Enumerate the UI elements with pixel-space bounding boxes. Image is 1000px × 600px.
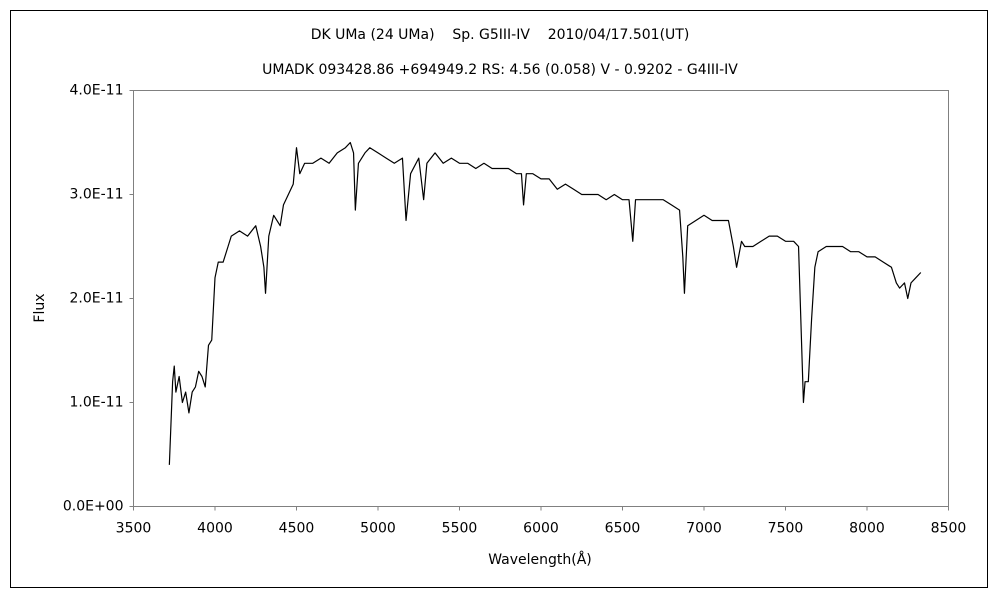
x-axis-label: Wavelength(Å) (488, 551, 592, 568)
y-tick-label: 1.0E-11 (70, 395, 124, 411)
plot-area (133, 90, 949, 507)
y-tick-label: 0.0E+00 (63, 499, 124, 515)
x-tick-label: 6000 (523, 521, 559, 537)
spectrum-line (168, 141, 922, 465)
x-tick-label: 5500 (442, 521, 478, 537)
x-tick-label: 8500 (931, 521, 967, 537)
y-axis-label: Flux (32, 293, 48, 322)
chart-frame (10, 10, 988, 588)
x-tick-label: 7000 (686, 521, 722, 537)
chart-title: DK UMa (24 UMa) Sp. G5III-IV 2010/04/17.… (311, 27, 690, 43)
x-tick-label: 7500 (768, 521, 804, 537)
y-tick-label: 4.0E-11 (70, 83, 124, 99)
y-tick-label: 2.0E-11 (70, 291, 124, 307)
chart-subtitle: UMADK 093428.86 +694949.2 RS: 4.56 (0.05… (262, 62, 738, 78)
x-tick-label: 4000 (197, 521, 233, 537)
x-tick-label: 8000 (849, 521, 885, 537)
y-tick-label: 3.0E-11 (70, 187, 124, 203)
x-tick-label: 5000 (360, 521, 396, 537)
x-tick-label: 6500 (605, 521, 641, 537)
x-tick-label: 4500 (279, 521, 315, 537)
x-tick-label: 3500 (116, 521, 152, 537)
